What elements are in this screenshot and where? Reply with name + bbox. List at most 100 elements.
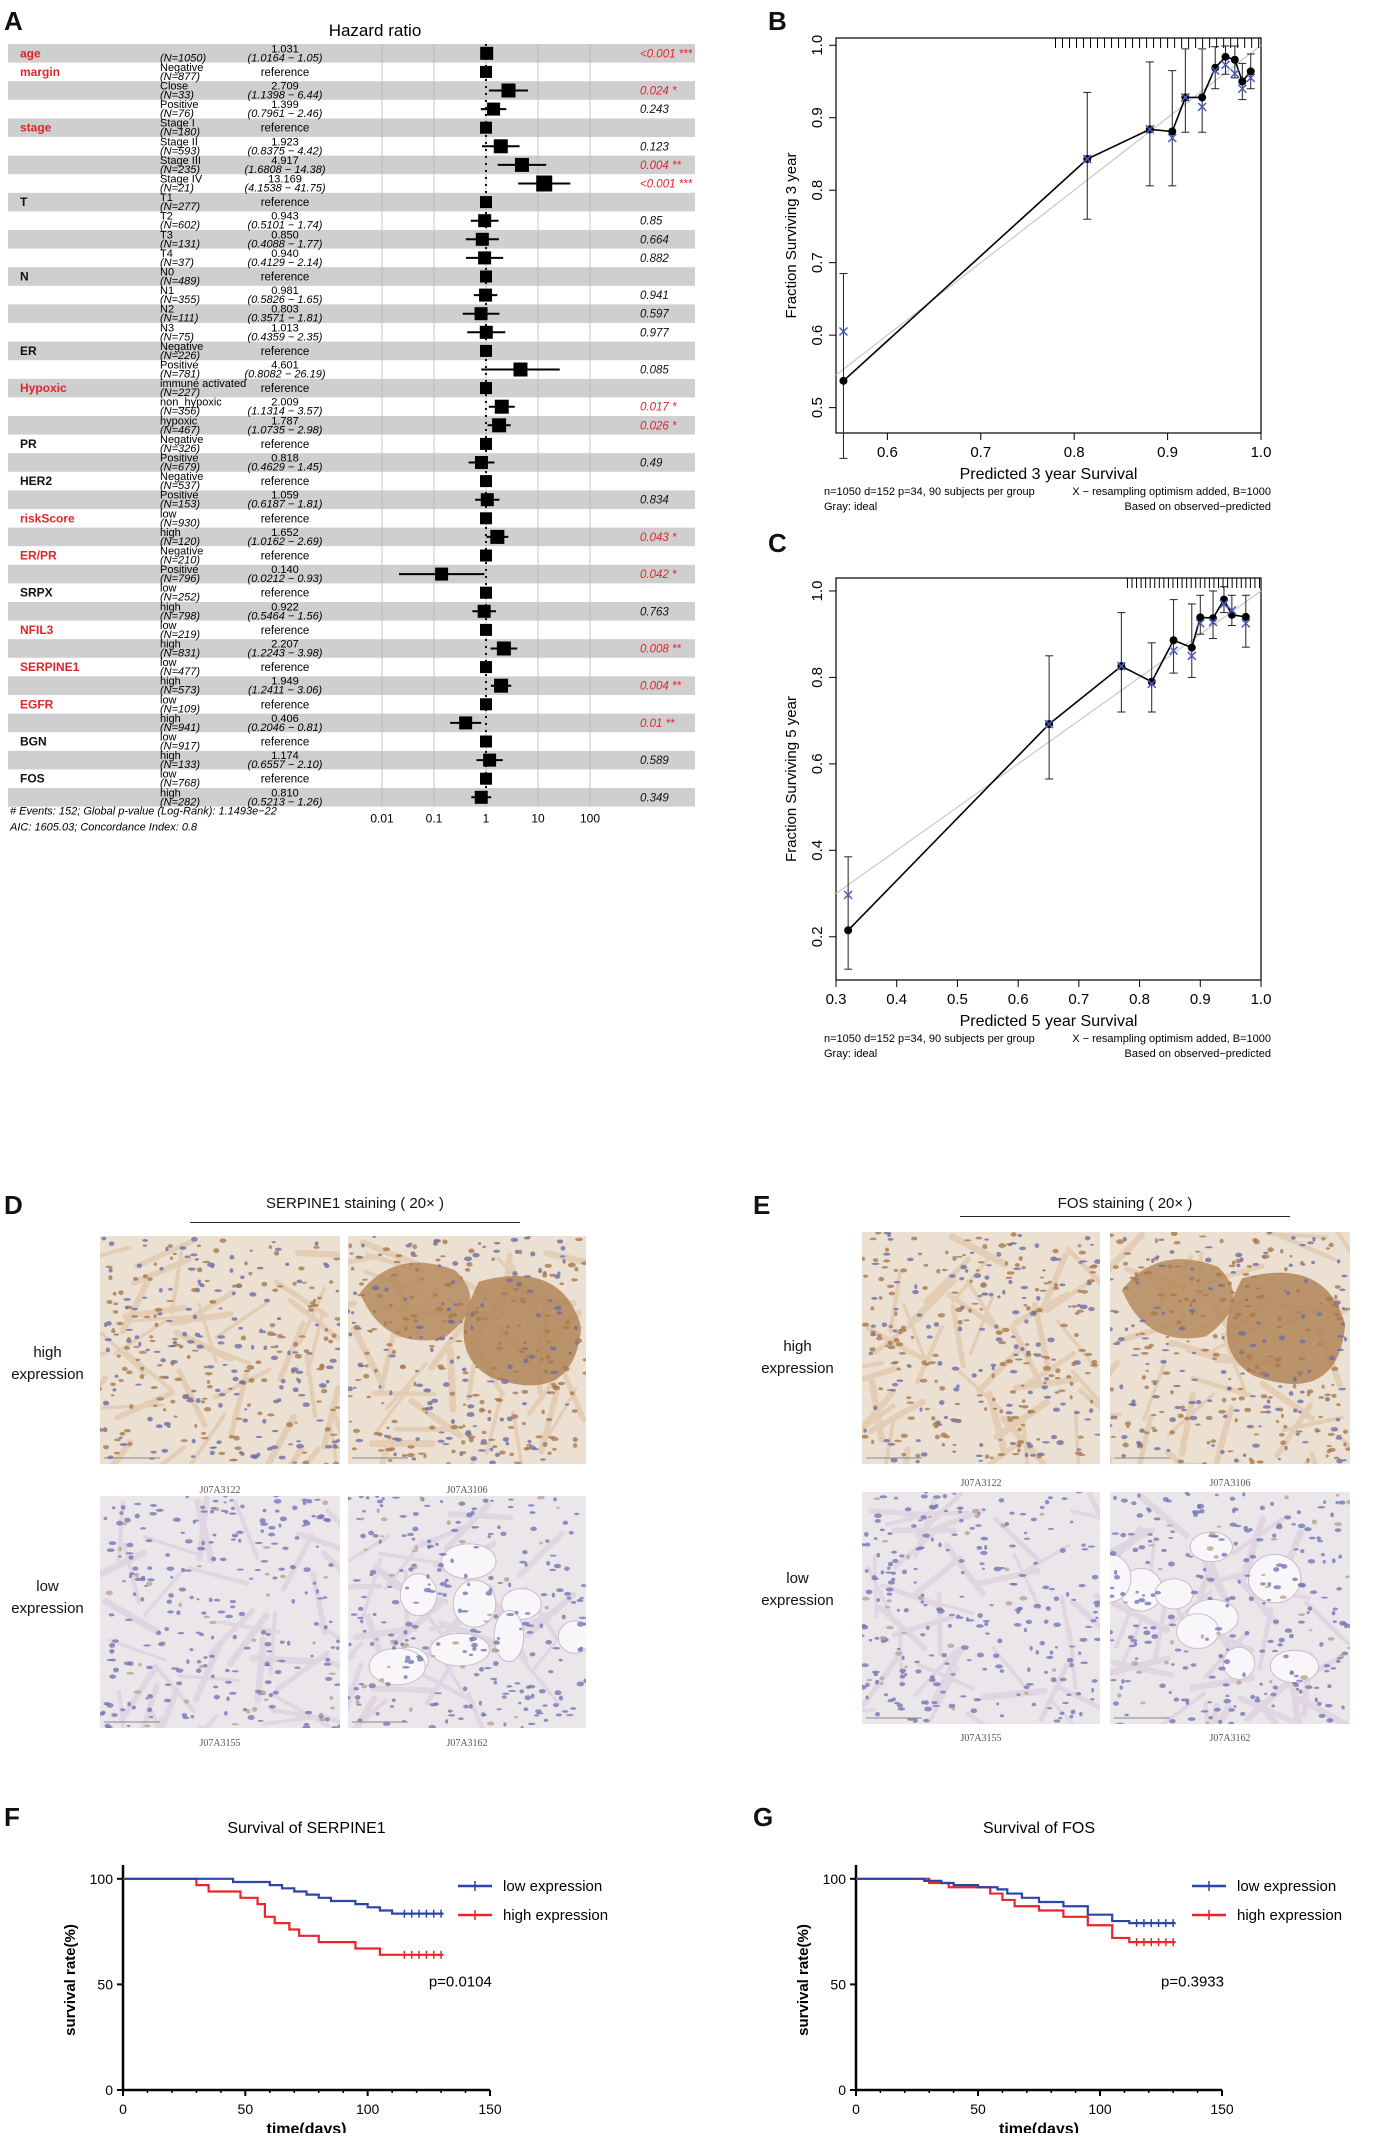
cell-nucleus <box>372 1309 377 1314</box>
cell-nucleus <box>1137 1266 1145 1269</box>
forest-p-value: 0.042 * <box>640 569 677 581</box>
forest-level-label: high <box>160 787 181 799</box>
cell-nucleus <box>1218 1297 1227 1302</box>
forest-level-label: Negative <box>160 471 203 483</box>
cell-nucleus <box>149 1335 154 1339</box>
cell-nucleus <box>1050 1256 1058 1262</box>
cell-nucleus <box>540 1458 547 1461</box>
cell-nucleus <box>1330 1667 1337 1670</box>
cell-nucleus <box>200 1505 206 1510</box>
cell-nucleus <box>334 1317 340 1321</box>
cell-nucleus <box>1229 1634 1237 1638</box>
cell-nucleus <box>1178 1326 1186 1331</box>
cell-nucleus <box>558 1658 563 1662</box>
calibration-plot-3-year: 0.6 0.7 0.8 0.9 1.00.50.60.70.80.91.0Predict… <box>783 35 1271 513</box>
cell-nucleus <box>506 1324 511 1329</box>
cell-nucleus <box>1135 1281 1140 1285</box>
tissue-strand <box>891 1614 955 1638</box>
cell-nucleus <box>303 1349 310 1354</box>
cell-nucleus <box>1009 1369 1018 1374</box>
legend-label-low: low expression <box>503 1878 602 1895</box>
cell-nucleus <box>1023 1303 1028 1307</box>
cell-nucleus <box>437 1592 443 1595</box>
forest-reference-text: reference <box>261 439 310 451</box>
forest-n-label: (N=573) <box>160 685 200 697</box>
tissue-strand <box>158 1687 180 1728</box>
cell-nucleus <box>273 1250 280 1256</box>
cell-nucleus <box>512 1271 518 1276</box>
cell-nucleus <box>149 1511 158 1516</box>
cell-nucleus <box>1333 1300 1341 1306</box>
cell-nucleus <box>459 1276 463 1280</box>
cell-nucleus <box>1194 1250 1201 1253</box>
cell-nucleus <box>235 1283 242 1288</box>
cell-nucleus <box>429 1703 437 1707</box>
cell-nucleus <box>153 1350 161 1353</box>
cell-nucleus <box>430 1654 436 1658</box>
cell-nucleus <box>1341 1274 1348 1278</box>
cell-nucleus <box>885 1587 894 1592</box>
forest-n-label: (N=131) <box>160 238 200 250</box>
cell-nucleus <box>887 1442 896 1446</box>
cell-nucleus <box>110 1394 115 1397</box>
cell-nucleus <box>1312 1236 1316 1242</box>
calibration-note: n=1050 d=152 p=34, 90 subjects per group <box>824 1033 1035 1045</box>
cell-nucleus <box>943 1415 948 1420</box>
forest-level-label: low <box>160 694 177 706</box>
cell-nucleus <box>230 1605 236 1609</box>
cell-nucleus <box>393 1260 401 1264</box>
cell-nucleus <box>1023 1531 1028 1535</box>
cell-nucleus <box>1345 1447 1350 1451</box>
cell-nucleus <box>113 1302 119 1306</box>
cell-nucleus <box>891 1577 896 1581</box>
forest-estimate-square <box>493 139 508 154</box>
tissue-strand <box>100 1245 132 1258</box>
cell-nucleus <box>391 1600 400 1605</box>
forest-n-label: (N=355) <box>160 294 200 306</box>
cell-nucleus <box>1151 1380 1159 1383</box>
cell-nucleus <box>991 1373 995 1379</box>
cell-nucleus <box>479 1400 485 1405</box>
forest-estimate-square <box>480 549 492 562</box>
cell-nucleus <box>145 1697 149 1700</box>
cell-nucleus <box>165 1319 173 1323</box>
cell-nucleus <box>573 1325 579 1331</box>
cell-nucleus <box>138 1341 142 1347</box>
cell-nucleus <box>1069 1663 1074 1668</box>
cell-nucleus <box>1189 1415 1198 1421</box>
cell-nucleus <box>924 1492 928 1494</box>
cell-nucleus <box>199 1283 205 1288</box>
cell-nucleus <box>231 1723 239 1726</box>
tissue-strand <box>1214 1704 1233 1724</box>
cell-nucleus <box>444 1578 449 1583</box>
cell-nucleus <box>1266 1598 1272 1602</box>
cell-nucleus <box>1334 1522 1343 1527</box>
cell-nucleus <box>451 1449 456 1454</box>
ihc-image-high-2 <box>348 1236 586 1464</box>
y-axis-tick-label: 0.6 <box>809 325 826 346</box>
cell-nucleus <box>1091 1574 1099 1580</box>
cell-nucleus <box>521 1347 529 1350</box>
cell-nucleus <box>1260 1394 1268 1399</box>
cell-nucleus <box>1005 1411 1013 1415</box>
cell-nucleus <box>930 1675 935 1679</box>
cell-nucleus <box>995 1330 1003 1335</box>
cell-nucleus <box>1152 1395 1160 1399</box>
cell-nucleus <box>217 1335 226 1339</box>
tissue-strand <box>203 1714 219 1728</box>
cell-nucleus <box>1031 1702 1037 1707</box>
forest-hr-value: 1.923 <box>271 136 299 148</box>
cell-nucleus <box>1153 1517 1161 1521</box>
cell-nucleus <box>1249 1343 1257 1348</box>
cell-nucleus <box>1324 1669 1330 1673</box>
cell-nucleus <box>1231 1260 1236 1265</box>
tissue-strand <box>862 1365 899 1383</box>
cell-nucleus <box>223 1501 227 1504</box>
cell-nucleus <box>975 1454 983 1458</box>
cell-nucleus <box>158 1288 163 1293</box>
cell-nucleus <box>881 1540 889 1543</box>
cell-nucleus <box>393 1452 397 1457</box>
cell-nucleus <box>146 1665 153 1670</box>
cell-nucleus <box>1263 1692 1268 1695</box>
cell-nucleus <box>1110 1639 1115 1642</box>
